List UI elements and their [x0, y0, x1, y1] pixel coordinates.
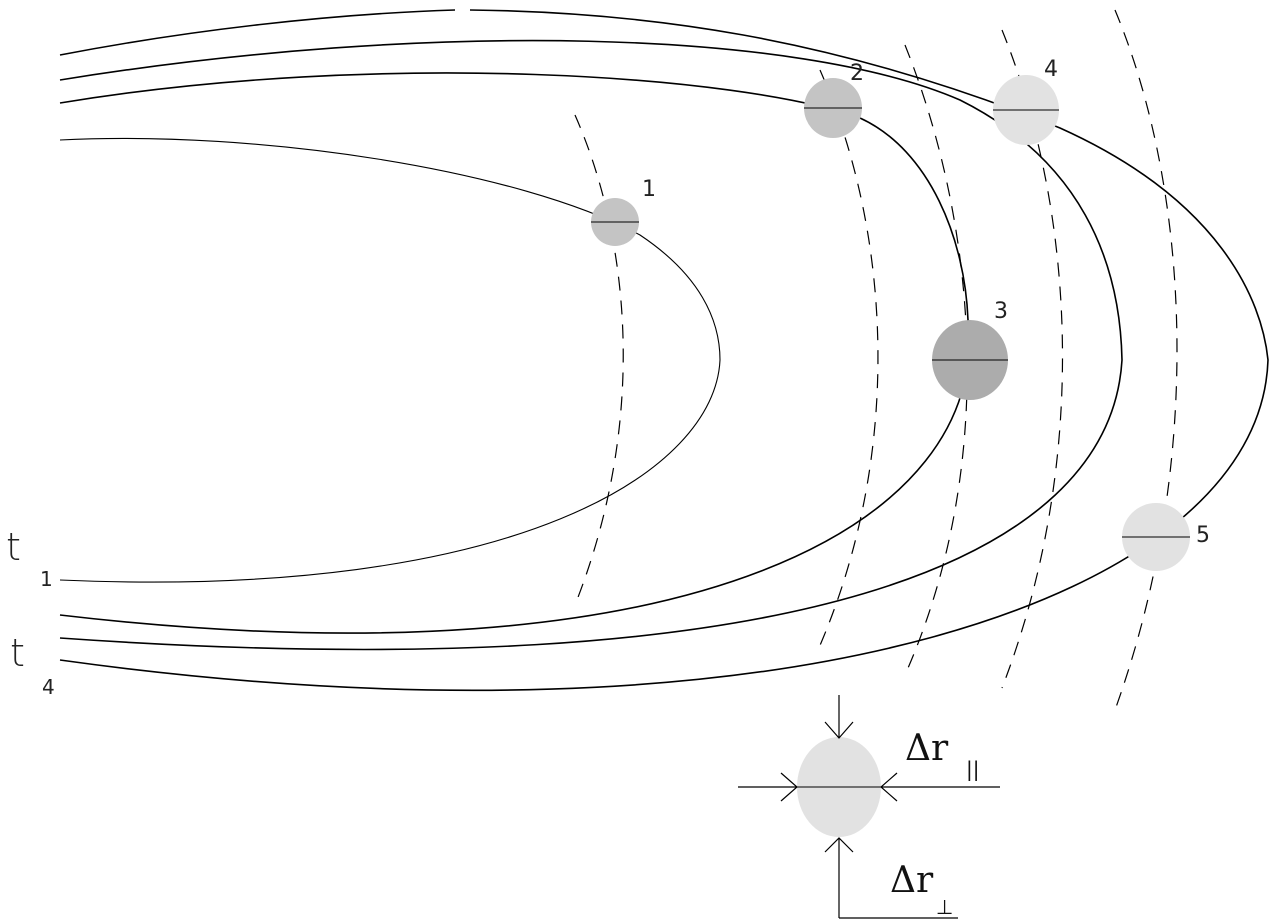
particle-label-4: 4: [1044, 57, 1058, 82]
particle-label-5: 5: [1196, 523, 1210, 548]
time-labels: t 1 t 4: [6, 525, 55, 699]
isochrone-2: [817, 69, 879, 651]
delta-r-perpendicular-subscript: ⊥: [936, 895, 953, 919]
time-label-t1: t: [6, 525, 21, 569]
isochrone-5: [1114, 9, 1178, 711]
arrow-left-head: [780, 772, 798, 802]
isochrones: [574, 9, 1178, 711]
particle-label-2: 2: [850, 61, 864, 86]
streamline-3: [59, 39, 1123, 651]
isochrone-3: [904, 44, 968, 676]
time-label-t1-subscript: 1: [40, 567, 53, 591]
delta-r-parallel-label: Δr: [905, 728, 949, 769]
delta-r-parallel-subscript: ||: [966, 757, 979, 781]
particles: [591, 75, 1190, 571]
streamlines: [59, 9, 1269, 692]
streamline-4-left: [59, 9, 456, 56]
arrow-bottom-head: [824, 837, 854, 853]
streamline-4-right: [59, 9, 1269, 692]
arrow-top-head: [824, 721, 854, 739]
delta-r-perpendicular-label: Δr: [890, 860, 934, 901]
arrow-right-head: [880, 772, 898, 802]
time-label-t4-subscript: 4: [42, 675, 55, 699]
particle-labels: 1 2 3 4 5: [642, 57, 1210, 548]
deformation-detail: Δr || Δr ⊥: [738, 695, 1000, 919]
particle-label-1: 1: [642, 177, 656, 202]
isochrone-1: [574, 114, 624, 606]
time-label-t4: t: [10, 631, 25, 675]
streamline-2: [59, 72, 970, 634]
particle-label-3: 3: [994, 299, 1008, 324]
streamline-1: [59, 137, 721, 583]
